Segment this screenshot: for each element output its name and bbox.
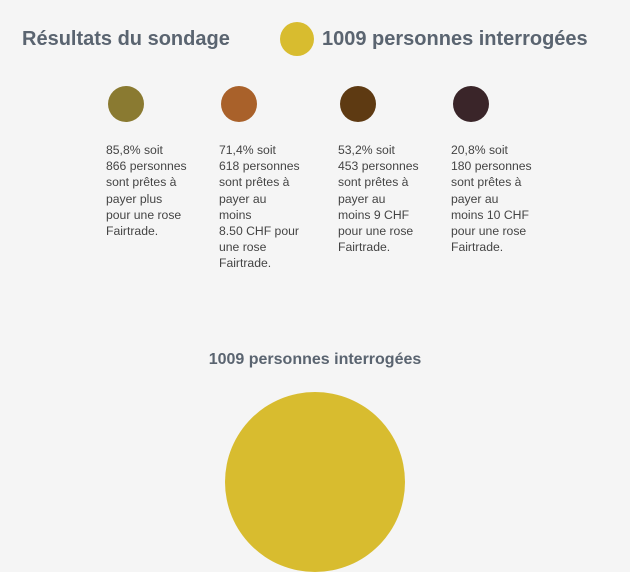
stat-dot-2: [221, 86, 257, 122]
stat-text-3: 53,2% soit 453 personnes sont prêtes à p…: [338, 143, 419, 255]
stat-dot-1: [108, 86, 144, 122]
respondents-dot-icon: [280, 22, 314, 56]
stat-dot-4: [453, 86, 489, 122]
stat-item-1: 85,8% soit 866 personnes sont prêtes à p…: [106, 86, 216, 239]
respondents-count: 1009 personnes interrogées: [322, 28, 588, 50]
page-title: Résultats du sondage: [22, 28, 230, 50]
stat-item-2: 71,4% soit 618 personnes sont prêtes à p…: [219, 86, 329, 272]
respondents-circle: [225, 392, 405, 572]
stat-item-4: 20,8% soit 180 personnes sont prêtes à p…: [451, 86, 561, 255]
stat-text-1: 85,8% soit 866 personnes sont prêtes à p…: [106, 143, 187, 239]
stat-item-3: 53,2% soit 453 personnes sont prêtes à p…: [338, 86, 448, 255]
section-title: 1009 personnes interrogées: [208, 351, 422, 368]
stat-text-2: 71,4% soit 618 personnes sont prêtes à p…: [219, 143, 300, 271]
stat-dot-3: [340, 86, 376, 122]
stat-text-4: 20,8% soit 180 personnes sont prêtes à p…: [451, 143, 532, 255]
